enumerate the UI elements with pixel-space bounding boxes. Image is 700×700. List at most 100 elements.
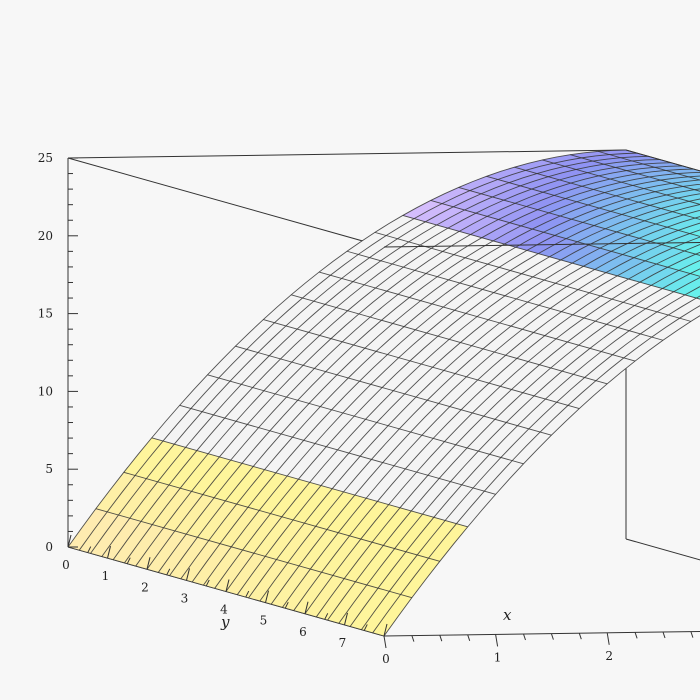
surface-grid-line — [146, 171, 700, 570]
surface-patch — [214, 549, 254, 592]
surface-patch — [191, 456, 231, 495]
surface-grid-line — [304, 251, 700, 615]
surface-patch — [582, 179, 622, 190]
surface-patch — [95, 472, 136, 512]
surface-patch — [247, 393, 287, 428]
surface-patch — [393, 364, 433, 394]
surface-patch — [366, 465, 406, 502]
surface-patch — [305, 575, 345, 617]
surface-patch — [326, 495, 367, 533]
surface-grid-line — [361, 295, 700, 630]
surface-patch — [135, 441, 175, 479]
surface-grid-line — [157, 175, 700, 573]
surface-patch — [327, 581, 367, 624]
surface-patch — [444, 412, 484, 445]
surface-patch — [341, 257, 381, 282]
surface-patch — [560, 244, 600, 264]
surface-patch — [90, 515, 130, 557]
surface-patch — [218, 349, 258, 382]
surface-patch — [629, 311, 669, 334]
y-tick-label: 6 — [299, 625, 307, 639]
surface-patch — [337, 419, 377, 454]
surface-patch — [683, 210, 700, 219]
surface-grid-line — [293, 244, 700, 611]
surface-patch — [453, 193, 493, 210]
x-tick — [439, 635, 443, 642]
surface-patch — [582, 211, 622, 226]
surface-patch — [538, 238, 578, 257]
box-edge — [383, 630, 700, 637]
surface-patch — [611, 238, 651, 255]
surface-patch — [527, 283, 567, 306]
surface-patch — [129, 481, 169, 522]
surface-patch — [354, 462, 395, 499]
surface-patch — [259, 476, 299, 514]
surface-patch — [657, 294, 697, 316]
surface-patch — [398, 273, 438, 298]
surface-patch — [456, 491, 496, 527]
surface-patch — [315, 412, 355, 447]
surface-patch — [439, 447, 479, 482]
surface-grid-line — [214, 198, 700, 589]
surface-patch — [376, 393, 416, 426]
surface-patch — [489, 358, 529, 387]
surface-patch — [297, 371, 337, 404]
surface-patch — [409, 276, 449, 301]
surface-patch — [427, 444, 468, 479]
surface-patch — [593, 182, 633, 193]
surface-patch — [566, 269, 606, 290]
surface-patch — [559, 172, 599, 184]
surface-patch — [326, 416, 366, 450]
surface-patch — [576, 164, 616, 173]
surface-patch — [271, 565, 311, 608]
box-edge — [625, 538, 700, 561]
surface-patch — [443, 286, 483, 311]
surface-patch — [477, 355, 517, 384]
surface-patch — [370, 357, 411, 388]
surface-patch — [645, 247, 685, 265]
surface-patch — [293, 485, 333, 524]
surface-patch — [549, 241, 589, 260]
x-tick — [383, 635, 387, 649]
surface-patch — [241, 355, 281, 388]
surface-patch — [562, 348, 602, 375]
surface-patch — [377, 468, 417, 505]
surface-patch — [476, 244, 516, 265]
surface-patch — [383, 510, 423, 549]
surface-patch — [528, 338, 568, 365]
surface-patch — [381, 297, 421, 324]
y-tick-label: 1 — [102, 569, 110, 583]
surface — [67, 149, 700, 637]
surface-patch — [520, 212, 561, 230]
y-tick-label: 0 — [62, 558, 70, 572]
surface-patch — [321, 535, 361, 576]
surface-patch — [561, 292, 601, 315]
surface-patch — [364, 263, 404, 288]
surface-patch — [493, 225, 533, 245]
surface-patch — [371, 428, 411, 463]
surface-patch — [497, 170, 537, 183]
surface-patch — [526, 195, 566, 210]
surface-patch — [344, 542, 384, 582]
surface-patch — [180, 453, 220, 492]
surface-patch — [543, 219, 583, 236]
surface-patch — [564, 161, 605, 170]
surface-patch — [651, 318, 691, 341]
surface-patch — [623, 285, 663, 306]
surface-patch — [388, 472, 428, 508]
surface-patch — [594, 254, 634, 273]
surface-patch — [253, 433, 293, 470]
surface-patch — [509, 209, 549, 226]
surface-patch — [666, 189, 700, 199]
surface-patch — [644, 211, 684, 224]
surface-patch — [405, 517, 446, 555]
surface-patch — [202, 460, 242, 498]
surface-patch — [101, 518, 142, 560]
surface-patch — [587, 167, 627, 176]
surface-patch — [442, 234, 482, 255]
surface-patch — [542, 154, 582, 164]
surface-patch — [588, 195, 628, 209]
surface-patch — [410, 403, 450, 436]
surface-patch — [257, 325, 298, 356]
surface-grid-line — [383, 315, 700, 637]
